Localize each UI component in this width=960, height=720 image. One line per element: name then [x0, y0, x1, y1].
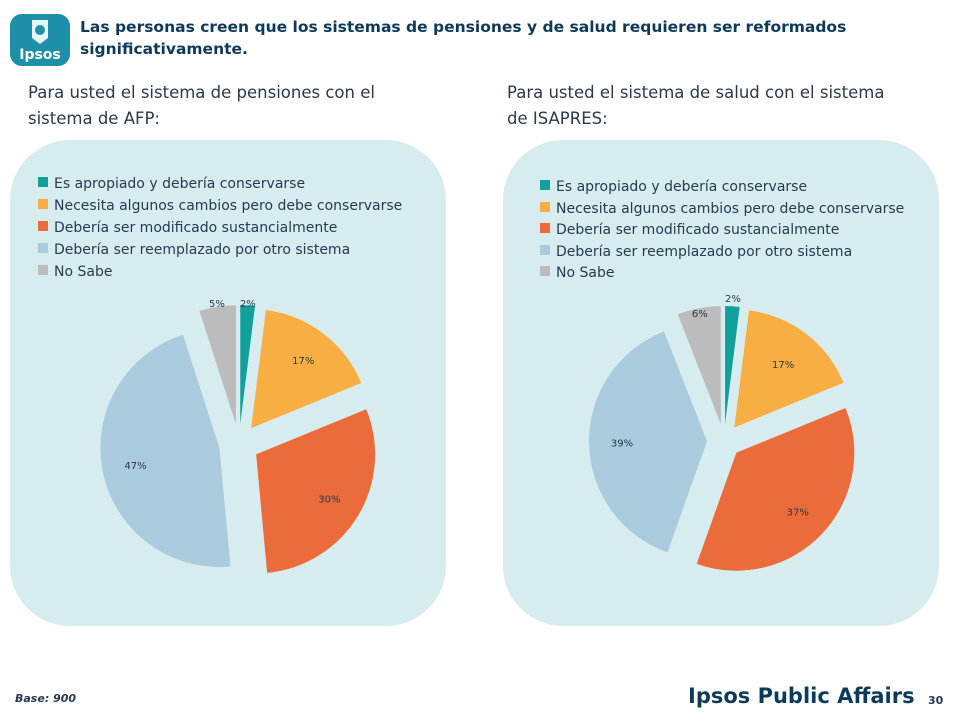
data-label-salud-apropiado: 2%: [725, 294, 741, 305]
legend-swatch-reemplazado: [540, 244, 550, 255]
legend-swatch-no-sabe: [540, 266, 550, 276]
data-label-salud-no-sabe: 6%: [692, 309, 708, 320]
pie-slice-pensiones-no-sabe: [199, 305, 236, 425]
legend-item-reemplazado: Debería ser reemplazado por otro sistema: [540, 244, 852, 260]
legend-swatch-algunos-cambios: [38, 199, 48, 209]
ipsos-logo: Ipsos: [10, 14, 70, 66]
page-number: 30: [928, 694, 944, 707]
legend-item-no-sabe: No Sabe: [540, 265, 614, 281]
legend-swatch-apropiado: [540, 180, 550, 190]
chart-panel-pensiones: Es apropiado y debería conservarse Necesi…: [10, 140, 446, 626]
data-label-salud-reemplazado: 39%: [611, 439, 633, 450]
brand-footer: Ipsos Public Affairs: [688, 684, 915, 708]
legend-label-modificado: Debería ser modificado sustancialmente: [556, 222, 840, 238]
legend-label-algunos-cambios: Necesita algunos cambios pero debe conse…: [556, 200, 905, 217]
legend-label-modificado: Debería ser modificado sustancialmente: [54, 220, 338, 236]
logo-text: Ipsos: [19, 47, 61, 63]
legend-label-apropiado: Es apropiado y debería conservarse: [54, 176, 306, 192]
legend-swatch-reemplazado: [38, 243, 48, 253]
pie-slice-pensiones-apropiado: [240, 305, 256, 425]
legend-item-algunos-cambios: Necesita algunos cambios pero debe conse…: [38, 198, 402, 214]
legend-swatch-algunos-cambios: [540, 201, 550, 212]
data-label-pensiones-apropiado: 2%: [240, 299, 256, 310]
chart-panel-salud: Es apropiado y debería conservarse Necesi…: [503, 140, 939, 626]
pie-chart-pensiones: 2% 17% 30% 47% 5%: [100, 299, 376, 573]
legend-label-algunos-cambios: Necesita algunos cambios pero debe conse…: [54, 198, 403, 214]
data-label-pensiones-modificado: 30%: [318, 495, 340, 506]
legend-label-no-sabe: No Sabe: [556, 265, 615, 281]
pie-slice-salud-apropiado: [725, 306, 740, 425]
legend-item-modificado: Debería ser modificado sustancialmente: [38, 220, 337, 236]
legend-item-reemplazado: Debería ser reemplazado por otro sistema: [38, 242, 350, 258]
legend-swatch-apropiado: [38, 177, 48, 187]
pie-slice-pensiones-modificado: [256, 409, 376, 573]
base-note: Base: 900: [15, 692, 77, 705]
legend-item-apropiado: Es apropiado y debería conservarse: [540, 179, 807, 195]
data-label-salud-modificado: 37%: [787, 507, 809, 518]
pie-slice-salud-modificado: [696, 408, 855, 571]
chart-subtitle-pensiones: Para usted el sistema de pensiones con e…: [28, 83, 375, 128]
pie-slice-pensiones-reemplazado: [100, 334, 231, 568]
data-label-salud-algunos-cambios: 17%: [772, 360, 794, 371]
legend-item-algunos-cambios: Necesita algunos cambios pero debe conse…: [540, 201, 904, 217]
logo-mark-icon: [32, 20, 48, 44]
legend-label-no-sabe: No Sabe: [54, 264, 113, 280]
legend-swatch-modificado: [540, 223, 550, 233]
legend-label-reemplazado: Debería ser reemplazado por otro sistema: [54, 242, 351, 258]
data-label-pensiones-algunos-cambios: 17%: [292, 356, 314, 367]
page-title: Las personas creen que los sistemas de p…: [80, 18, 847, 58]
legend-label-apropiado: Es apropiado y debería conservarse: [556, 179, 808, 195]
legend-item-modificado: Debería ser modificado sustancialmente: [540, 222, 839, 238]
pie-slice-salud-no-sabe: [677, 306, 721, 425]
legend-item-apropiado: Es apropiado y debería conservarse: [38, 176, 305, 192]
legend-item-no-sabe: No Sabe: [38, 264, 112, 280]
data-label-pensiones-reemplazado: 47%: [124, 461, 146, 472]
legend-label-reemplazado: Debería ser reemplazado por otro sistema: [556, 243, 853, 260]
legend-swatch-no-sabe: [38, 265, 48, 275]
pie-slice-salud-algunos-cambios: [734, 310, 844, 428]
legend-swatch-modificado: [38, 221, 48, 231]
pie-slice-pensiones-algunos-cambios: [251, 310, 362, 429]
data-label-pensiones-no-sabe: 5%: [209, 299, 225, 310]
pie-chart-salud: 2% 17% 37% 39% 6%: [589, 294, 855, 571]
pie-slice-salud-reemplazado: [589, 331, 708, 553]
chart-subtitle-salud: Para usted el sistema de salud con el si…: [507, 83, 885, 128]
